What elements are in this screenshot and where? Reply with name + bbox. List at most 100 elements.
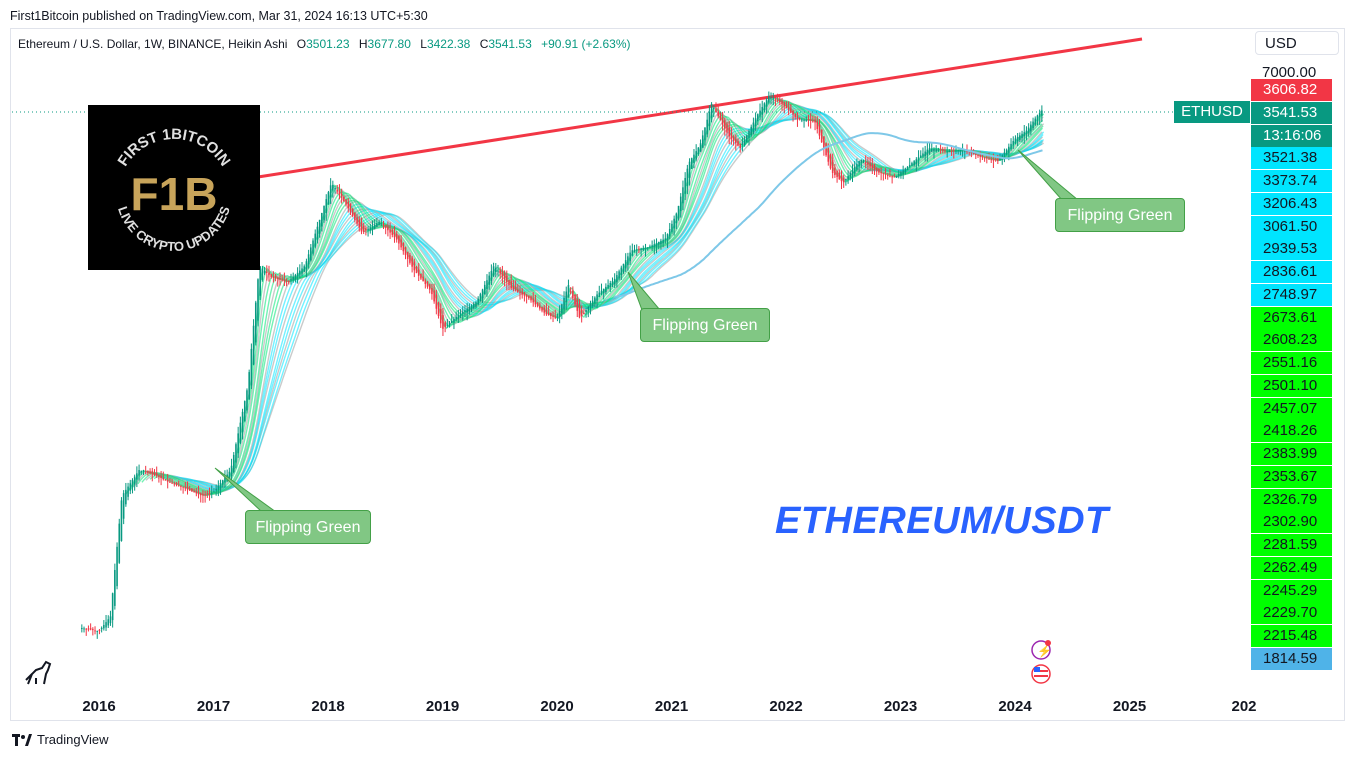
price-axis-tag: 2608.23	[1251, 329, 1332, 352]
candle-body	[939, 149, 942, 151]
candle-body	[175, 483, 178, 486]
candle-body	[528, 295, 530, 299]
candle-body	[508, 280, 510, 286]
price-axis-tag: 2383.99	[1251, 443, 1332, 465]
x-tick-label: 2022	[769, 698, 802, 715]
candle-body	[649, 246, 651, 248]
candle-body	[213, 491, 215, 493]
candle-body	[693, 154, 695, 164]
candle-body	[827, 148, 830, 162]
candles	[81, 91, 1043, 639]
candle-body	[946, 151, 948, 153]
close-value: 3541.53	[488, 37, 532, 51]
candle-body	[1041, 110, 1043, 116]
candle-body	[679, 196, 682, 212]
candle-body	[739, 143, 741, 149]
candle-body	[248, 372, 250, 400]
price-axis-tag: 3541.53	[1251, 101, 1332, 124]
symbol-legend[interactable]: Ethereum / U.S. Dollar, 1W, BINANCE, Hei…	[18, 37, 631, 51]
candle-body	[922, 153, 924, 157]
candle-body	[127, 486, 129, 497]
candle-body	[204, 494, 206, 496]
candle-body	[983, 157, 986, 159]
candle-body	[470, 305, 473, 310]
candle-body	[963, 150, 966, 152]
candle-body	[259, 266, 261, 296]
candle-body	[120, 500, 123, 541]
trendline[interactable]	[257, 37, 1143, 179]
candle-body	[955, 150, 957, 152]
alert-dot	[1045, 640, 1051, 646]
candle-body	[261, 268, 264, 280]
candle-body	[715, 108, 717, 113]
candle-body	[642, 248, 645, 250]
candle-body	[254, 302, 257, 343]
candle-body	[450, 320, 453, 323]
candle-body	[497, 270, 499, 272]
candle-body	[404, 247, 407, 256]
dinosaur-icon[interactable]	[25, 660, 52, 685]
candle-body	[809, 119, 812, 121]
candle-body	[710, 104, 713, 118]
candle-body	[420, 273, 422, 279]
candle-body	[307, 254, 310, 265]
candle-body	[889, 175, 891, 177]
x-axis: 2016 2017 2018 2019 2020 2021 2022 2023 2024 2025…	[82, 698, 1256, 715]
candle-body	[219, 482, 222, 488]
callout-flipping-green[interactable]: Flipping Green	[245, 510, 371, 544]
candle-body	[618, 271, 620, 279]
candle-body	[468, 306, 471, 312]
currency-selector[interactable]: USD	[1255, 31, 1339, 55]
candle-body	[990, 159, 993, 161]
candle-body	[550, 313, 552, 317]
symbol-title[interactable]: Ethereum / U.S. Dollar, 1W, BINANCE, Hei…	[18, 37, 288, 51]
logo-box: FIRST 1BITCOIN F1B LIVE CRYPTO UPDATES	[88, 105, 260, 270]
candle-body	[210, 492, 213, 494]
candle-body	[371, 226, 374, 230]
candle-body	[512, 285, 515, 290]
candle-body	[1032, 121, 1034, 129]
candle-body	[660, 240, 662, 245]
candle-body	[915, 159, 918, 164]
callout-flipping-green[interactable]: Flipping Green	[640, 308, 770, 342]
candle-body	[820, 129, 823, 143]
candle-body	[85, 628, 88, 630]
price-axis-tag: 2748.97	[1251, 283, 1332, 306]
candle-body	[613, 278, 616, 285]
candle-body	[602, 288, 605, 294]
candle-body	[944, 150, 946, 152]
candle-body	[657, 241, 660, 245]
candle-body	[125, 489, 127, 505]
candle-body	[796, 116, 799, 120]
candle-body	[580, 309, 583, 317]
candle-body	[671, 223, 673, 232]
callout-flipping-green[interactable]: Flipping Green	[1055, 198, 1185, 232]
footer-brand: TradingView	[37, 732, 109, 747]
candle-body	[937, 149, 940, 151]
candle-body	[373, 224, 376, 229]
candle-body	[928, 148, 931, 154]
candle-body	[442, 315, 444, 329]
candle-body	[818, 124, 821, 136]
candle-body	[875, 168, 878, 172]
candle-body	[406, 251, 409, 259]
candle-body	[281, 279, 283, 281]
candle-body	[690, 158, 693, 169]
candle-body	[583, 312, 585, 314]
candle-body	[188, 488, 191, 491]
candle-body	[310, 247, 312, 261]
candle-body	[279, 278, 281, 280]
candle-body	[906, 166, 909, 170]
candle-body	[933, 149, 935, 152]
candle-body	[975, 153, 977, 155]
candle-body	[668, 228, 671, 237]
candle-body	[988, 158, 990, 160]
candle-body	[941, 149, 944, 151]
lightning-icon[interactable]	[1031, 640, 1051, 660]
publisher-line: First1Bitcoin published on TradingView.c…	[10, 9, 428, 23]
candle-body	[856, 163, 858, 170]
candle-body	[92, 628, 94, 631]
candle-body	[862, 161, 865, 163]
footer[interactable]: TradingView	[12, 732, 109, 747]
